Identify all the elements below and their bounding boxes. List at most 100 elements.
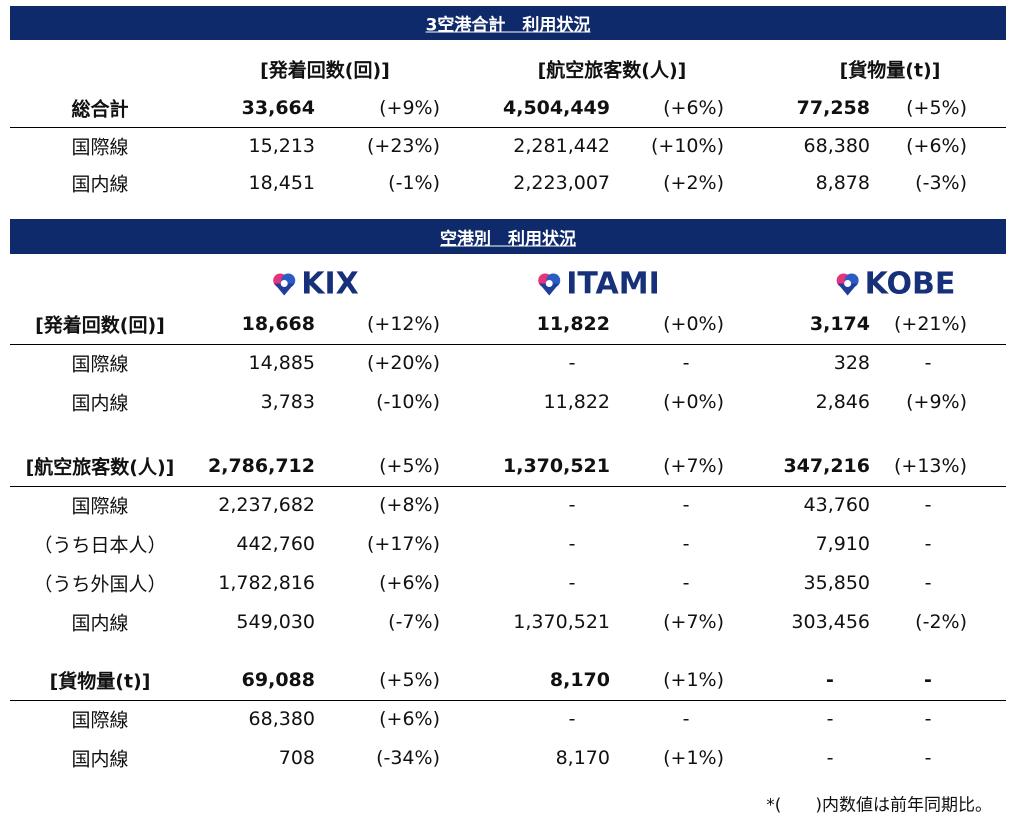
value-cell: 8,170: [549, 669, 610, 691]
value-cell: 11,822: [543, 391, 610, 413]
value-cell: 2,281,442: [513, 135, 610, 157]
value-cell: 442,760: [236, 533, 315, 555]
footnote: *( )内数値は前年同期比。: [766, 795, 992, 816]
value-cell: 77,258: [796, 97, 870, 119]
change-cell: (+10%): [651, 135, 724, 157]
column-header: [貨物量(t)]: [839, 59, 941, 82]
value-cell: 328: [833, 352, 870, 374]
column-header: [発着回数(回)]: [260, 59, 390, 82]
dash-cell: -: [682, 708, 690, 730]
section-label: [航空旅客数(人)]: [25, 456, 175, 479]
row-label: 国際線: [71, 709, 129, 732]
value-cell: 708: [278, 747, 315, 769]
change-cell: (+6%): [906, 135, 967, 157]
value-cell: 1,782,816: [218, 572, 315, 594]
dash-cell: -: [568, 708, 576, 730]
row-label: 国内線: [71, 392, 129, 415]
dash-cell: -: [924, 708, 932, 730]
logo-icon: [538, 273, 561, 295]
change-cell: (-3%): [915, 172, 967, 194]
logo-text: ITAMI: [566, 266, 660, 302]
change-cell: (+1%): [663, 747, 724, 769]
change-cell: (+13%): [894, 455, 967, 477]
value-cell: 69,088: [241, 669, 315, 691]
change-cell: (+21%): [894, 313, 967, 335]
row-rule: [10, 700, 1006, 701]
value-cell: 303,456: [791, 611, 870, 633]
value-cell: 11,822: [536, 313, 610, 335]
summary-title: 3空港合計 利用状況: [425, 15, 591, 36]
dash-cell: -: [568, 533, 576, 555]
row-label: 総合計: [71, 98, 129, 121]
row-label: 国際線: [71, 136, 129, 159]
dash-cell: -: [826, 669, 834, 691]
change-cell: (+7%): [663, 455, 724, 477]
change-cell: (+12%): [367, 313, 440, 335]
row-label: （うち日本人）: [33, 534, 167, 557]
change-cell: (-1%): [388, 172, 440, 194]
value-cell: 2,223,007: [513, 172, 610, 194]
value-cell: 68,380: [803, 135, 870, 157]
dash-cell: -: [682, 352, 690, 374]
value-cell: 1,370,521: [513, 611, 610, 633]
value-cell: 4,504,449: [503, 97, 610, 119]
dash-cell: -: [826, 747, 834, 769]
value-cell: 35,850: [803, 572, 870, 594]
dash-cell: -: [568, 494, 576, 516]
dash-cell: -: [682, 494, 690, 516]
value-cell: 8,170: [555, 747, 610, 769]
title-bar: 3空港合計 利用状況: [10, 6, 1006, 40]
change-cell: (+6%): [379, 572, 440, 594]
column-header: [航空旅客数(人)]: [537, 59, 687, 82]
dash-cell: -: [826, 708, 834, 730]
section-label: [貨物量(t)]: [49, 670, 151, 693]
change-cell: (+0%): [663, 313, 724, 335]
dash-cell: -: [924, 669, 932, 691]
change-cell: (-2%): [915, 611, 967, 633]
value-cell: 33,664: [241, 97, 315, 119]
change-cell: (+5%): [379, 669, 440, 691]
section-label: [発着回数(回)]: [35, 314, 165, 337]
logo-text: KOBE: [864, 266, 956, 302]
change-cell: (+5%): [379, 455, 440, 477]
value-cell: 18,451: [248, 172, 315, 194]
change-cell: (+2%): [663, 172, 724, 194]
value-cell: 15,213: [248, 135, 315, 157]
change-cell: (+17%): [367, 533, 440, 555]
airport-logo: ITAMI: [536, 267, 660, 302]
value-cell: 2,786,712: [208, 455, 315, 477]
logo-icon: [836, 273, 859, 295]
value-cell: 18,668: [241, 313, 315, 335]
logo-text: KIX: [301, 266, 359, 302]
value-cell: 347,216: [783, 455, 870, 477]
dash-cell: -: [924, 533, 932, 555]
change-cell: (-34%): [376, 747, 440, 769]
change-cell: (+20%): [367, 352, 440, 374]
change-cell: (+5%): [906, 97, 967, 119]
value-cell: 7,910: [815, 533, 870, 555]
value-cell: 43,760: [803, 494, 870, 516]
row-label: 国内線: [71, 748, 129, 771]
change-cell: (+6%): [663, 97, 724, 119]
value-cell: 1,370,521: [503, 455, 610, 477]
dash-cell: -: [924, 352, 932, 374]
airports-title: 空港別 利用状況: [440, 229, 576, 249]
logo-icon: [273, 273, 296, 295]
dash-cell: -: [682, 572, 690, 594]
value-cell: 8,878: [815, 172, 870, 194]
row-label: （うち外国人）: [33, 573, 167, 596]
value-cell: 549,030: [236, 611, 315, 633]
row-rule: [10, 344, 1006, 345]
airport-logo: KIX: [271, 267, 359, 302]
change-cell: (-10%): [376, 391, 440, 413]
title-bar: 空港別 利用状況: [10, 219, 1006, 254]
row-label: 国際線: [71, 353, 129, 376]
value-cell: 3,174: [809, 313, 870, 335]
dash-cell: -: [682, 533, 690, 555]
value-cell: 68,380: [248, 708, 315, 730]
row-rule: [10, 127, 1006, 128]
dash-cell: -: [568, 572, 576, 594]
row-label: 国内線: [71, 173, 129, 196]
change-cell: (+0%): [663, 391, 724, 413]
